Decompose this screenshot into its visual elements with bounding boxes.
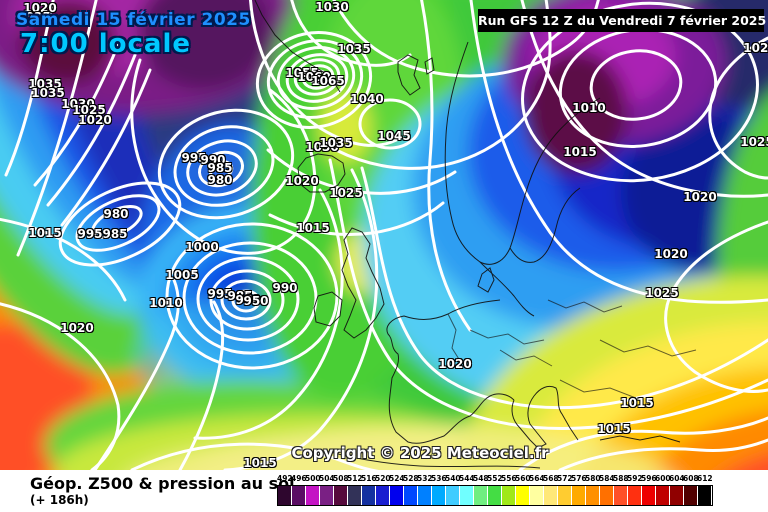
legend-value: 540 xyxy=(445,474,461,483)
forecast-hour: (+ 186h) xyxy=(30,493,89,507)
legend-swatch xyxy=(292,486,306,505)
legend-swatch xyxy=(278,486,292,505)
legend-swatch xyxy=(670,486,684,505)
legend-value: 596 xyxy=(641,474,657,483)
geopotential-field xyxy=(0,0,768,470)
legend-swatch xyxy=(418,486,432,505)
legend-value: 552 xyxy=(487,474,503,483)
legend-value: 528 xyxy=(403,474,419,483)
legend-value: 572 xyxy=(557,474,573,483)
legend-swatch xyxy=(474,486,488,505)
legend-swatch xyxy=(544,486,558,505)
legend-value: 588 xyxy=(613,474,629,483)
legend-value: 496 xyxy=(291,474,307,483)
legend-value: 544 xyxy=(459,474,475,483)
legend-scale: 492 496 500 504 508 512 516 520 524 528 532 536 540 5… xyxy=(277,474,717,506)
legend-swatch xyxy=(404,486,418,505)
forecast-date: Samedi 15 février 2025 xyxy=(16,10,251,30)
legend-value: 584 xyxy=(599,474,615,483)
legend-value: 492 xyxy=(277,474,293,483)
legend-swatch xyxy=(446,486,460,505)
legend-swatch xyxy=(698,486,711,505)
legend-swatch xyxy=(558,486,572,505)
legend-value: 504 xyxy=(319,474,335,483)
legend-swatch xyxy=(530,486,544,505)
legend-value: 532 xyxy=(417,474,433,483)
legend-swatch xyxy=(390,486,404,505)
legend-value: 604 xyxy=(669,474,685,483)
legend-swatch xyxy=(656,486,670,505)
model-run-info: Run GFS 12 Z du Vendredi 7 février 2025 xyxy=(478,9,766,32)
map-canvas: 1020 1035 1035 1035 1030 1025 1020 1015 1020 995 9… xyxy=(0,0,768,470)
legend-value: 592 xyxy=(627,474,643,483)
legend-swatch xyxy=(586,486,600,505)
footer-bar: Géop. Z500 & pression au sol (+ 186h) 49… xyxy=(0,470,768,512)
forecast-time: 7:00 locale xyxy=(20,29,191,59)
legend-swatch xyxy=(432,486,446,505)
legend-swatch xyxy=(684,486,698,505)
legend-swatch xyxy=(502,486,516,505)
legend-value: 568 xyxy=(543,474,559,483)
legend-swatch xyxy=(334,486,348,505)
legend-value: 512 xyxy=(347,474,363,483)
legend-value: 548 xyxy=(473,474,489,483)
legend-swatch xyxy=(614,486,628,505)
legend-value: 524 xyxy=(389,474,405,483)
legend-swatch xyxy=(628,486,642,505)
legend-value: 556 xyxy=(501,474,517,483)
legend-value: 564 xyxy=(529,474,545,483)
legend-value: 600 xyxy=(655,474,671,483)
legend-swatch xyxy=(572,486,586,505)
copyright-text: Copyright © 2025 Meteociel.fr xyxy=(291,444,549,462)
legend-swatch xyxy=(516,486,530,505)
isobar-contours xyxy=(0,0,768,470)
legend-value: 508 xyxy=(333,474,349,483)
legend-swatch xyxy=(306,486,320,505)
legend-swatch xyxy=(362,486,376,505)
legend-value: 576 xyxy=(571,474,587,483)
map-title: Géop. Z500 & pression au sol xyxy=(30,474,295,493)
legend-swatch xyxy=(642,486,656,505)
legend-value: 536 xyxy=(431,474,447,483)
legend-value: 560 xyxy=(515,474,531,483)
legend-swatch xyxy=(376,486,390,505)
legend-swatches xyxy=(277,485,713,506)
legend-swatch xyxy=(488,486,502,505)
legend-value: 612 xyxy=(697,474,713,483)
coastlines xyxy=(254,0,697,469)
legend-swatch xyxy=(320,486,334,505)
legend-value: 516 xyxy=(361,474,377,483)
legend-swatch xyxy=(600,486,614,505)
legend-swatch xyxy=(348,486,362,505)
legend-value: 580 xyxy=(585,474,601,483)
legend-value: 608 xyxy=(683,474,699,483)
legend-swatch xyxy=(460,486,474,505)
legend-value: 500 xyxy=(305,474,321,483)
legend-values: 492 496 500 504 508 512 516 520 524 528 532 536 540 5… xyxy=(277,474,717,484)
legend-value: 520 xyxy=(375,474,391,483)
